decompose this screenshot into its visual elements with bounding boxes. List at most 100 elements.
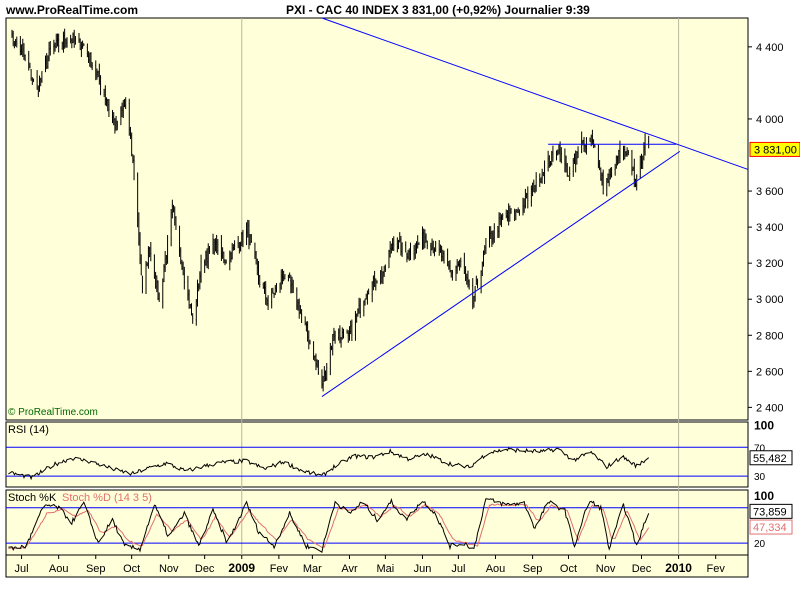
price-candle [624, 145, 626, 160]
price-candle [591, 129, 593, 146]
price-candle [530, 185, 532, 207]
price-candle [121, 102, 123, 118]
price-candle [572, 157, 574, 177]
price-candle [264, 281, 266, 294]
price-candle [541, 168, 543, 184]
price-candle [62, 31, 64, 53]
rsi-tick-label: 100 [754, 419, 774, 433]
price-candle [170, 208, 172, 247]
price-candle [498, 212, 500, 238]
price-candle [648, 135, 650, 149]
price-candle [21, 44, 23, 56]
price-candle [205, 250, 207, 266]
price-candle [618, 149, 620, 164]
price-candle [224, 259, 226, 266]
price-candle [341, 327, 343, 340]
price-candle [468, 279, 470, 290]
x-tick-label: Avr [341, 563, 358, 575]
price-candle [339, 325, 341, 344]
price-candle [308, 330, 310, 350]
price-candle [609, 167, 611, 180]
price-candle [552, 145, 554, 162]
price-tick-label: 4 000 [756, 114, 784, 126]
price-candle [47, 55, 49, 69]
price-candle [46, 53, 48, 70]
price-candle [332, 333, 334, 356]
price-candle [49, 41, 51, 56]
price-candle [158, 292, 160, 302]
price-candle [174, 206, 176, 226]
price-candle [146, 262, 148, 267]
price-candle [539, 173, 541, 188]
x-tick-label: Jul [15, 563, 29, 575]
price-candle [551, 150, 553, 166]
price-candle [283, 270, 285, 282]
x-tick-label: Jun [414, 563, 432, 575]
price-candle [317, 360, 319, 375]
price-candle [97, 70, 99, 78]
price-candle [242, 229, 244, 248]
price-candle [191, 303, 192, 316]
price-candle [141, 275, 143, 294]
price-candle [589, 137, 591, 143]
price-candle [13, 41, 15, 49]
price-candle [492, 230, 494, 245]
price-candle [448, 260, 450, 270]
stoch-k-last-label: 73,859 [753, 506, 787, 518]
price-candle [623, 145, 625, 161]
price-candle [131, 132, 133, 157]
price-candle [396, 237, 398, 253]
price-candle [180, 247, 182, 265]
price-candle [368, 288, 370, 295]
price-candle [627, 149, 629, 156]
price-candle [488, 226, 490, 248]
price-candle [183, 266, 185, 290]
price-candle [547, 150, 549, 172]
price-candle [447, 248, 449, 267]
price-candle [509, 205, 511, 222]
price-candle [37, 85, 39, 98]
price-candle [380, 270, 382, 285]
price-candle [508, 203, 510, 226]
price-candle [382, 271, 384, 285]
price-candle [114, 118, 116, 134]
price-candle [371, 281, 373, 303]
stoch-d-last-label: 47,334 [753, 522, 787, 534]
price-candle [89, 52, 91, 67]
price-candle [376, 280, 378, 284]
price-candle [256, 258, 258, 276]
price-candle [195, 298, 197, 326]
price-candle [329, 342, 331, 376]
price-candle [157, 280, 159, 301]
price-candle [262, 282, 264, 289]
price-candle [348, 326, 350, 341]
price-candle [473, 295, 475, 308]
price-candle [103, 88, 105, 97]
price-candle [601, 172, 603, 186]
price-candle [16, 36, 18, 48]
price-tick-label: 2 600 [756, 366, 784, 378]
price-candle [82, 40, 84, 49]
price-candle [88, 51, 90, 64]
x-tick-label: Dec [632, 563, 652, 575]
last-price-label: 3 831,00 [754, 144, 797, 156]
x-tick-label: Dec [195, 563, 215, 575]
price-candle [149, 246, 151, 258]
x-tick-label: Jul [451, 563, 465, 575]
x-tick-label: Mar [303, 563, 322, 575]
price-tick-label: 2 800 [756, 330, 784, 342]
price-candle [24, 54, 26, 62]
price-tick-label: 3 600 [756, 186, 784, 198]
site-name[interactable]: www.ProRealTime.com [6, 3, 139, 17]
price-candle [298, 298, 300, 319]
price-candle [237, 235, 239, 249]
price-candle [517, 207, 519, 214]
price-candle [164, 250, 166, 272]
price-candle [249, 233, 251, 246]
price-candle [281, 268, 283, 285]
price-candle [393, 236, 395, 252]
price-candle [425, 233, 427, 243]
price-candle [322, 375, 324, 392]
price-candle [40, 77, 42, 87]
